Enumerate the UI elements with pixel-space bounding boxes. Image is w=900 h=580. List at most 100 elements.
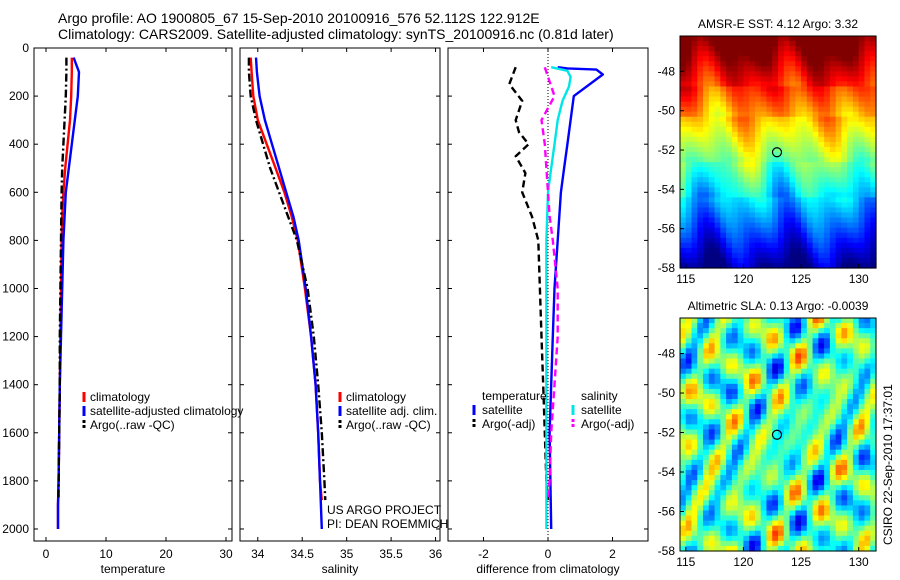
heatmap-cell	[864, 91, 871, 98]
heatmap-cell	[858, 404, 866, 410]
heatmap-cell	[812, 363, 819, 370]
heatmap-cell	[766, 71, 773, 77]
heatmap-cell	[801, 475, 808, 481]
heatmap-cell	[847, 61, 854, 67]
heatmap-cell	[778, 500, 785, 507]
heatmap-cell	[847, 227, 854, 234]
heatmap-cell	[749, 378, 756, 385]
heatmap-cell	[737, 439, 745, 446]
heatmap-cell	[691, 126, 698, 133]
heatmap-cell	[852, 368, 860, 375]
heatmap-cell	[749, 419, 756, 425]
heatmap-cell	[766, 475, 773, 481]
heatmap-cell	[824, 399, 831, 405]
heatmap-cell	[680, 464, 687, 471]
heatmap-cell	[685, 404, 693, 410]
heatmap-cell	[824, 363, 831, 370]
heatmap-cell	[783, 136, 791, 143]
heatmap-cell	[864, 146, 871, 153]
heatmap-cell	[806, 368, 814, 375]
heatmap-cell	[818, 197, 825, 204]
heatmap-cell	[720, 51, 727, 57]
heatmap-cell	[847, 172, 854, 178]
heatmap-cell	[806, 459, 814, 466]
heatmap-cell	[703, 71, 710, 77]
heatmap-cell	[737, 444, 745, 451]
heatmap-cell	[720, 192, 727, 198]
heatmap-cell	[801, 212, 808, 219]
heatmap-cell	[731, 207, 739, 214]
heatmap-cell	[841, 197, 848, 204]
heatmap-cell	[703, 454, 710, 461]
heatmap-cell	[708, 480, 716, 486]
heatmap-cell	[731, 343, 739, 349]
heatmap-cell	[754, 485, 762, 491]
y-tick-label: 200	[9, 89, 29, 103]
heatmap-cell	[806, 434, 814, 441]
heatmap-cell	[760, 469, 768, 476]
heatmap-cell	[708, 485, 716, 491]
heatmap-cell	[726, 505, 733, 512]
heatmap-cell	[783, 197, 791, 204]
heatmap-cell	[685, 202, 693, 209]
heatmap-cell	[858, 393, 866, 400]
heatmap-cell	[703, 136, 710, 143]
heatmap-cell	[731, 106, 739, 113]
heatmap-cell	[720, 217, 727, 224]
heatmap-cell	[731, 505, 739, 512]
heatmap-cell	[858, 212, 866, 219]
heatmap-cell	[685, 91, 693, 98]
heatmap-cell	[806, 373, 814, 380]
heatmap-cell	[766, 242, 773, 249]
heatmap-cell	[870, 469, 877, 476]
heatmap-cell	[703, 162, 710, 168]
heatmap-cell	[697, 106, 704, 113]
heatmap-cell	[852, 520, 860, 527]
heatmap-cell	[714, 323, 721, 329]
heatmap-cell	[754, 146, 762, 153]
heatmap-cell	[864, 257, 871, 264]
heatmap-cell	[801, 232, 808, 239]
heatmap-cell	[824, 449, 831, 456]
heatmap-cell	[754, 152, 762, 158]
heatmap-cell	[829, 353, 837, 360]
heatmap-cell	[737, 222, 745, 229]
heatmap-cell	[789, 96, 796, 103]
heatmap-cell	[714, 136, 721, 143]
heatmap-cell	[737, 328, 745, 334]
heatmap-cell	[847, 449, 854, 456]
x-tick-label: 30	[219, 547, 233, 561]
heatmap-cell	[858, 429, 866, 436]
heatmap-cell	[703, 525, 710, 532]
heatmap-cell	[829, 116, 837, 123]
heatmap-cell	[870, 505, 877, 512]
heatmap-cell	[870, 242, 877, 249]
heatmap-cell	[801, 71, 808, 77]
heatmap-cell	[708, 358, 716, 365]
heatmap-cell	[720, 378, 727, 385]
heatmap-cell	[812, 409, 819, 415]
heatmap-cell	[835, 192, 843, 198]
heatmap-cell	[818, 136, 825, 143]
heatmap-cell	[760, 207, 768, 214]
heatmap-cell	[789, 378, 796, 385]
heatmap-cell	[812, 116, 819, 123]
heatmap-cell	[818, 439, 825, 446]
heatmap-cell	[795, 399, 802, 405]
heatmap-cell	[870, 187, 877, 193]
heatmap-cell	[714, 378, 721, 385]
argo-position-marker	[771, 147, 783, 158]
heatmap-cell	[864, 111, 871, 118]
heatmap-cell	[703, 373, 710, 380]
heatmap-cell	[772, 111, 779, 118]
heatmap-cell	[870, 111, 877, 118]
heatmap-cell	[731, 393, 739, 400]
heatmap-cell	[691, 393, 698, 400]
heatmap-cell	[847, 393, 854, 400]
map-y-tick-label: -50	[658, 386, 676, 400]
heatmap-cell	[760, 182, 768, 188]
heatmap-cell	[812, 505, 819, 512]
heatmap-cell	[714, 480, 721, 486]
heatmap-cell	[841, 252, 848, 259]
heatmap-cell	[789, 126, 796, 133]
